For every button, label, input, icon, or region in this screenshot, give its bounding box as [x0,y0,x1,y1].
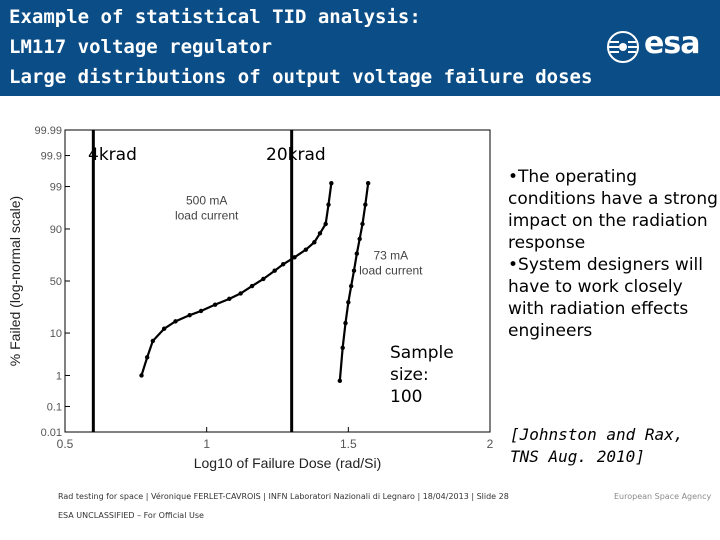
sample-size-label: Sample size: 100 [390,342,454,408]
title-line-1: Example of statistical TID analysis: [9,6,421,28]
series-annotation-line-1: 500 mA [186,194,227,208]
sample-size-line-2: size: [390,365,429,385]
sample-size-line-3: 100 [390,387,423,407]
y-tick-label: 1 [56,370,62,382]
x-tick-label: 1 [203,437,210,451]
data-point [187,312,192,318]
title-line-2: LM117 voltage regulator [9,36,273,58]
reference-line-2: TNS Aug. 2010] [510,447,645,466]
y-tick-label: 0.1 [47,401,62,413]
data-point [326,202,331,207]
label-4krad: 4krad [88,145,137,165]
data-point [312,240,317,245]
data-point [340,345,345,350]
y-tick-label: 10 [50,328,62,340]
data-point [303,247,309,252]
x-tick-label: 2 [487,437,494,451]
y-tick-label: 99.9 [41,151,62,163]
series-annotation-line-2: load current [175,209,239,223]
footer-text: Rad testing for space | Véronique FERLET… [58,492,509,501]
data-point [323,221,328,227]
y-tick-label: 90 [50,224,62,236]
data-point [329,180,334,186]
data-point [292,255,297,260]
data-point [348,283,354,289]
y-tick-label: 99.99 [34,125,62,137]
data-point [354,251,360,256]
label-20krad: 20krad [266,145,326,165]
data-point [227,296,232,302]
data-point [317,231,323,236]
data-point [150,338,156,344]
data-point [161,326,167,331]
series-line [338,183,370,381]
data-point [346,300,351,305]
title-line-3: Large distributions of output voltage fa… [9,66,593,88]
y-tick-label: 0.01 [41,427,62,439]
esa-logo-text: esa [644,26,700,61]
data-point [363,202,368,207]
data-point [144,355,150,360]
esa-globe-icon [607,31,639,63]
series-annotation-line-2: load current [359,264,423,278]
data-point [337,378,343,383]
title-bar: Example of statistical TID analysis: LM1… [0,0,720,96]
bullet-item: •System designers will have to work clos… [508,255,704,341]
series-annotation-line-1: 73 mA [373,249,408,263]
data-point [238,291,243,296]
chart-series [139,180,371,383]
data-point [351,268,357,273]
reference-line-1: [Johnston and Rax, [510,425,684,444]
y-tick-label: 99 [50,182,62,194]
y-tick-label: 50 [50,276,62,288]
data-point [173,319,178,324]
data-point [365,180,371,186]
data-point [198,308,204,314]
bullet-item: •The operating conditions have a strong … [508,167,718,253]
classification-text: ESA UNCLASSIFIED – For Official Use [58,511,204,520]
data-point [357,236,362,242]
data-point [360,221,365,227]
data-point [249,283,255,289]
bullet-list: •The operating conditions have a strong … [508,166,718,342]
agency-name: European Space Agency [614,492,712,501]
reference-citation: [Johnston and Rax, TNS Aug. 2010] [510,424,683,468]
x-tick-label: 0.5 [57,437,74,451]
sample-size-line-1: Sample [390,343,454,363]
data-point [139,373,144,378]
data-point [212,302,218,307]
data-point [272,268,277,273]
x-tick-label: 1.5 [340,437,357,451]
chart-vlines [91,130,294,432]
data-point [343,320,348,326]
chart-axes [64,129,491,433]
data-point [280,262,286,267]
x-axis-title: Log10 of Failure Dose (rad/Si) [194,455,382,471]
y-axis-title: % Failed (log-normal scale) [7,196,23,366]
esa-logo: esa [606,26,706,63]
data-point [261,276,266,282]
